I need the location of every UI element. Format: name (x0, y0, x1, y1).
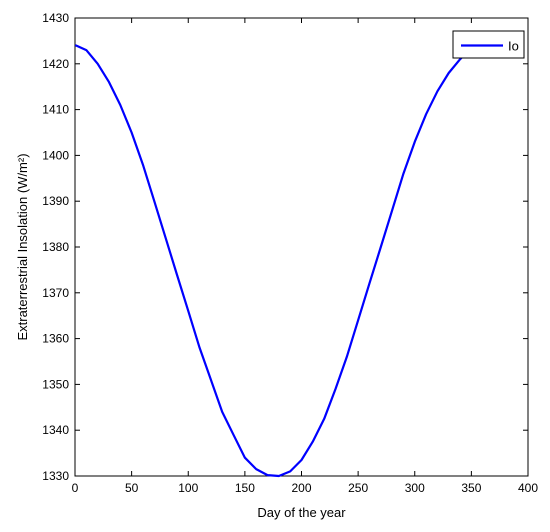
y-tick-label: 1400 (42, 148, 69, 162)
y-tick-label: 1330 (42, 469, 69, 483)
x-tick-label: 150 (235, 481, 255, 495)
y-tick-label: 1370 (42, 286, 69, 300)
x-tick-label: 200 (291, 481, 311, 495)
axis-ticks: 0 50 100 150 200 250 300 350 400 1330 1340 1350 1360… (42, 11, 538, 495)
x-tick-label: 250 (348, 481, 368, 495)
y-tick-label: 1340 (42, 423, 69, 437)
y-tick-label: 1350 (42, 377, 69, 391)
x-tick-label: 100 (178, 481, 198, 495)
series-line-io (74, 40, 490, 478)
series-layer (74, 40, 490, 478)
y-tick-label: 1430 (42, 11, 69, 25)
plot-area (74, 17, 529, 477)
y-tick-label: 1420 (42, 57, 69, 71)
y-tick-label: 1380 (42, 240, 69, 254)
x-tick-label: 300 (405, 481, 425, 495)
y-tick-label: 1360 (42, 332, 69, 346)
y-tick-label: 1390 (42, 194, 69, 208)
legend-label: Io (508, 39, 519, 54)
legend: Io (452, 30, 525, 59)
y-tick-label: 1410 (42, 103, 69, 117)
x-axis-label: Day of the year (257, 505, 346, 520)
x-tick-label: 50 (125, 481, 139, 495)
x-tick-label: 400 (518, 481, 538, 495)
x-tick-label: 350 (461, 481, 481, 495)
x-tick-label: 0 (72, 481, 79, 495)
y-axis-label: Extraterrestrial Insolation (W/m²) (15, 153, 30, 340)
